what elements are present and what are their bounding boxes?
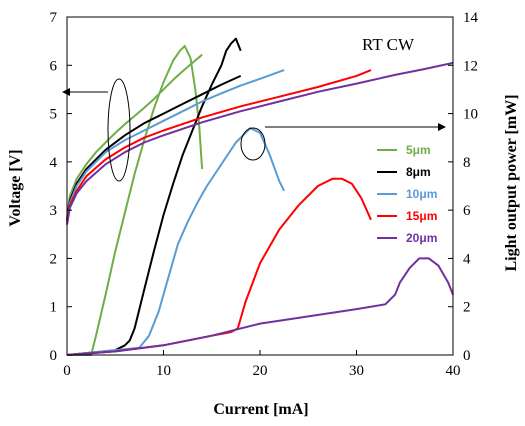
- left-axis-arrow: [62, 78, 131, 182]
- plot-frame: [66, 16, 454, 356]
- condition-annotation: RT CW: [362, 35, 415, 54]
- y-left-tick-label: 2: [50, 251, 58, 267]
- x-tick-label: 20: [253, 363, 268, 379]
- y-axis-right-title: Light output power [mW]: [503, 94, 520, 271]
- y-left-tick-label: 5: [50, 107, 58, 123]
- y-right-tick-label: 14: [463, 10, 479, 26]
- y-left-tick-label: 4: [50, 155, 58, 171]
- y-left-tick-label: 6: [50, 58, 58, 74]
- legend: 5μm 8μm 10μm 15μm 20μm: [377, 143, 437, 245]
- tick-marks: [66, 16, 454, 356]
- x-tick-label: 0: [63, 363, 71, 379]
- x-tick-label: 40: [446, 363, 461, 379]
- y-axis-left-title: Voltage [V]: [7, 149, 24, 226]
- series-3-power-line: [66, 127, 285, 356]
- series-5-power-line: [66, 257, 454, 356]
- y-left-tick-label: 7: [50, 10, 58, 26]
- series-5-voltage-line: [66, 61, 454, 225]
- series-3-voltage-line: [66, 69, 285, 223]
- y-right-tick-label: 0: [463, 348, 471, 364]
- legend-label: 20μm: [406, 231, 437, 245]
- y-right-tick-label: 4: [463, 251, 471, 267]
- y-right-tick-label: 10: [463, 107, 478, 123]
- series-1-power-line: [67, 45, 204, 356]
- y-right-tick-label: 12: [463, 58, 478, 74]
- x-axis-title: Current [mA]: [213, 401, 308, 418]
- series-4-voltage-line: [66, 69, 372, 223]
- legend-label: 15μm: [406, 209, 437, 223]
- series-2-voltage-line: [66, 74, 242, 220]
- plot-lines: [66, 37, 454, 356]
- legend-label: 8μm: [406, 165, 431, 179]
- y-right-tick-label: 6: [463, 203, 471, 219]
- y-left-tick-label: 0: [50, 348, 58, 364]
- x-tick-label: 10: [156, 363, 171, 379]
- series-2-power-line: [66, 37, 242, 356]
- y-left-tick-label: 1: [50, 300, 58, 316]
- y-left-tick-label: 3: [50, 203, 58, 219]
- right-axis-arrow: [240, 123, 446, 161]
- y-right-tick-label: 8: [463, 155, 471, 171]
- legend-label: 10μm: [406, 187, 437, 201]
- x-tick-label: 30: [349, 363, 364, 379]
- legend-label: 5μm: [406, 143, 431, 157]
- y-right-tick-label: 2: [463, 300, 471, 316]
